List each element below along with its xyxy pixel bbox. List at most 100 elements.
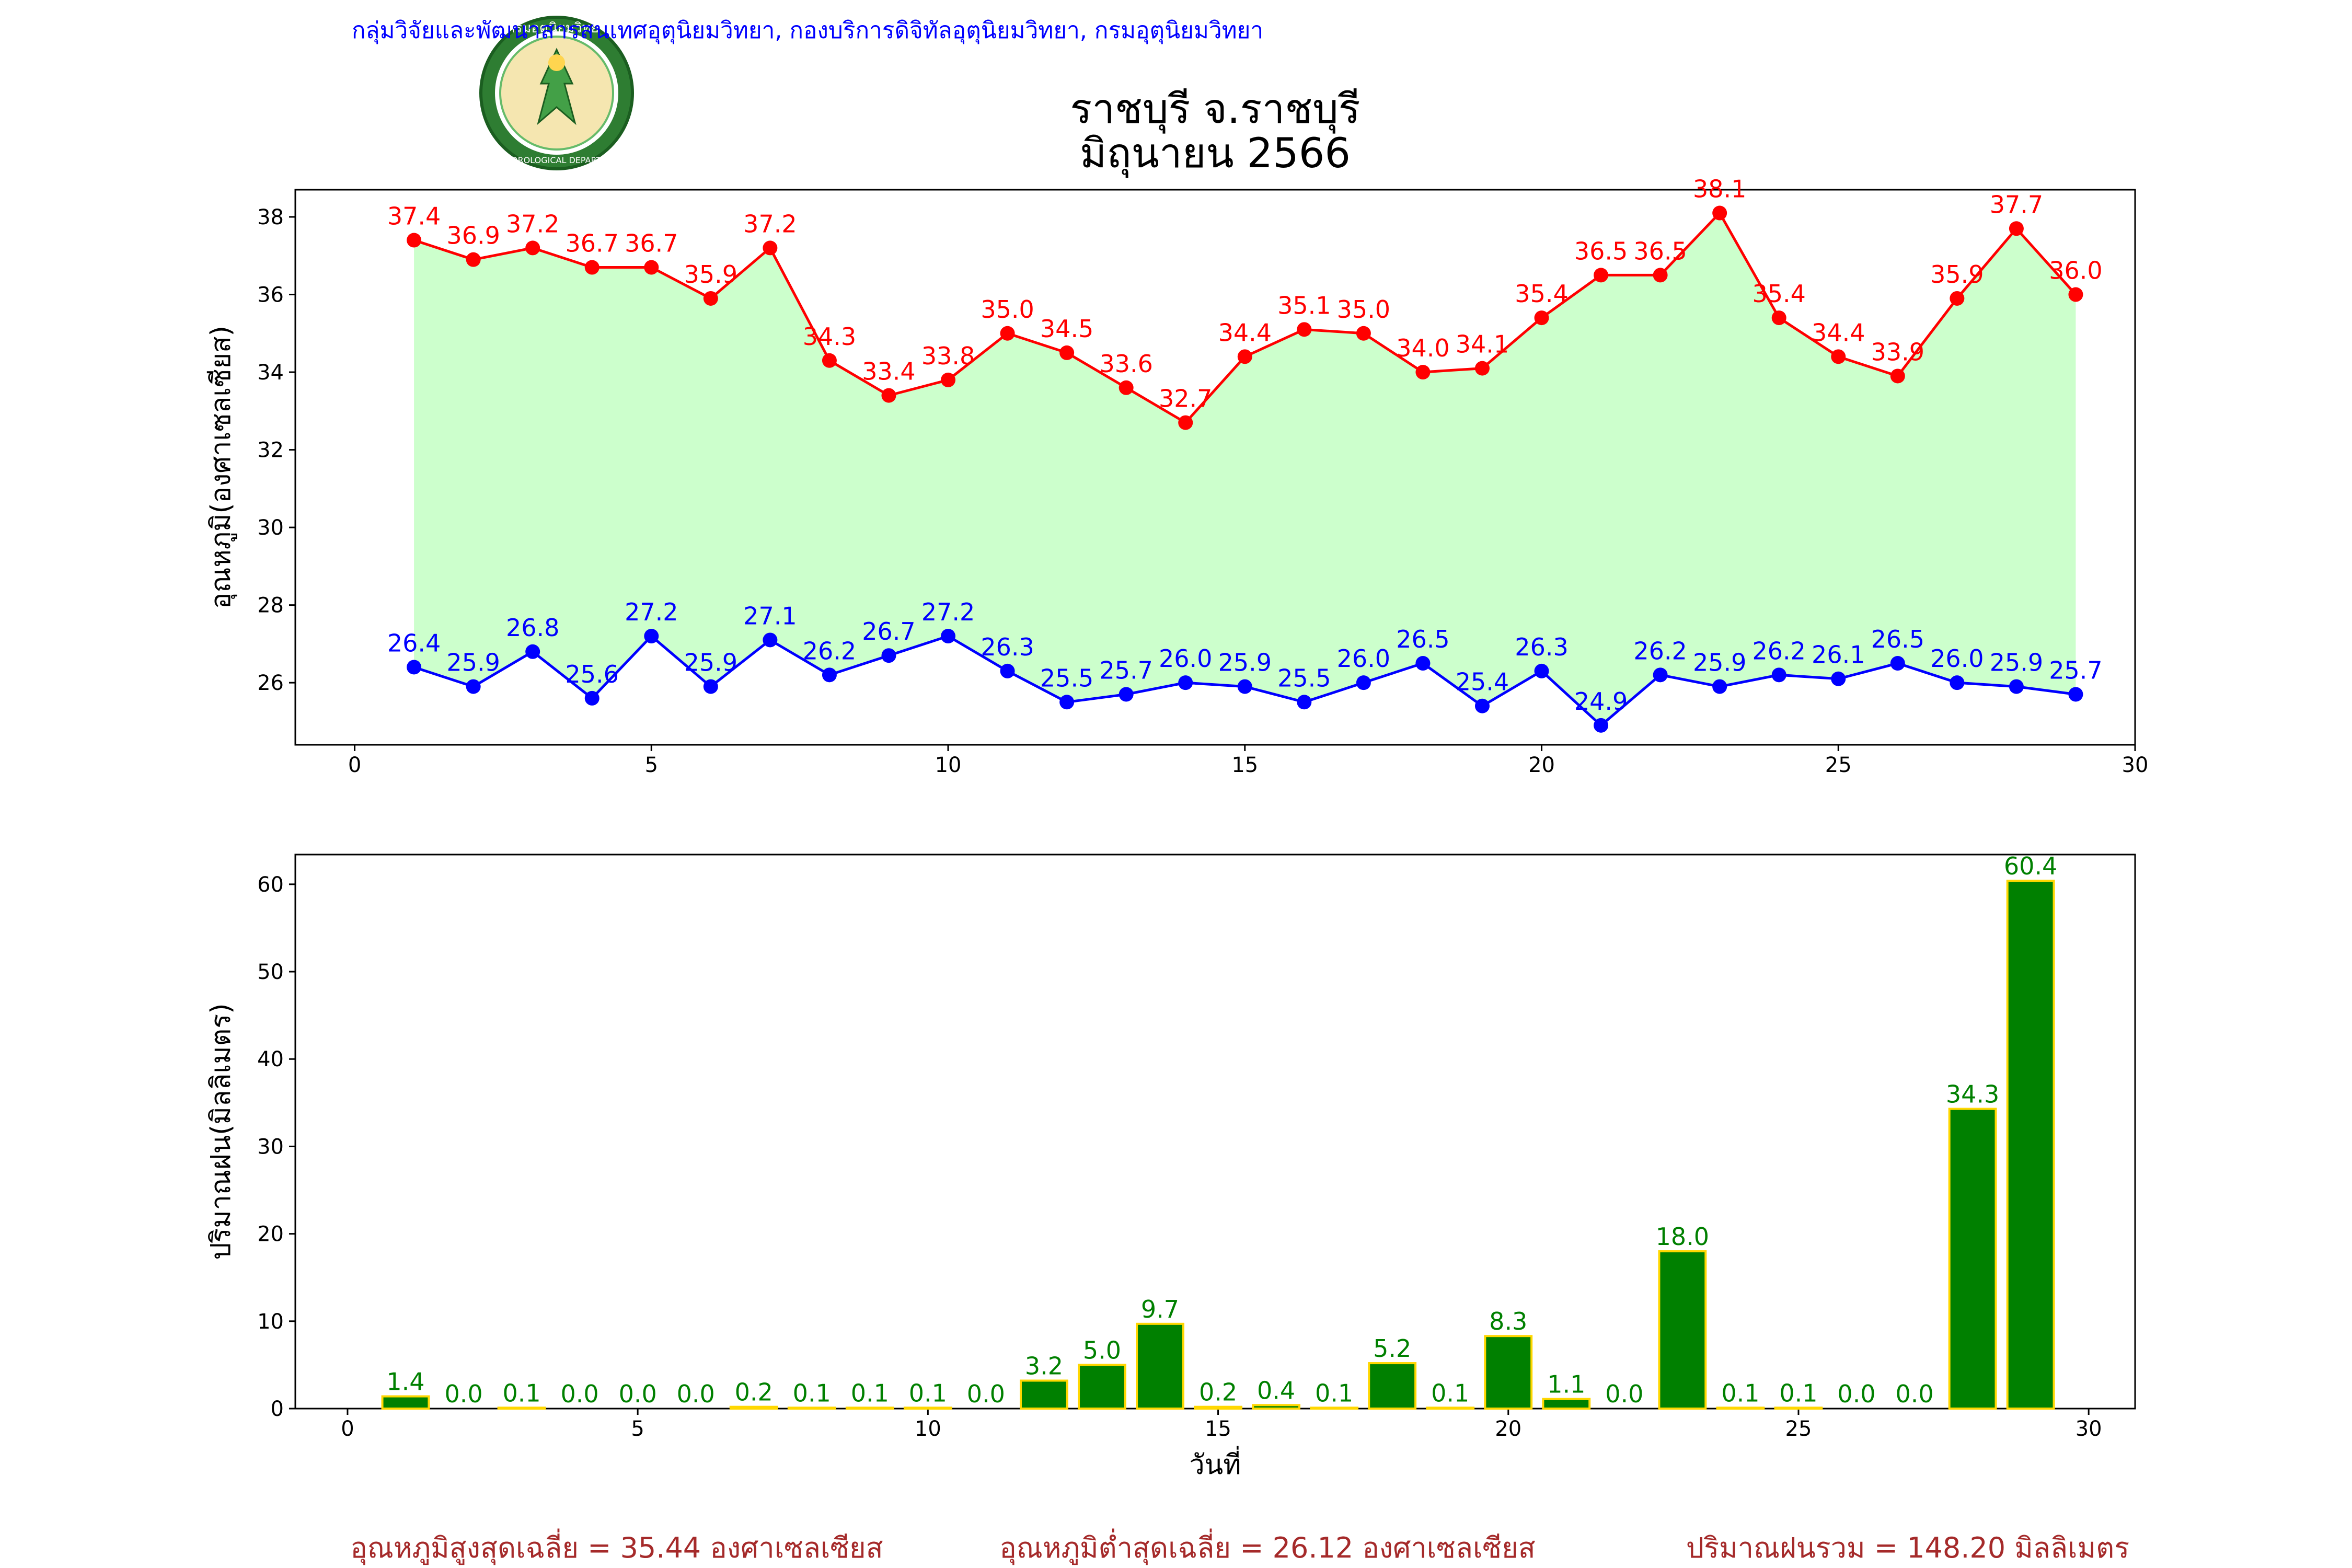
min-temperature-label: 25.9: [684, 649, 737, 677]
min-temperature-point: [1297, 695, 1312, 710]
temp-ytick-label: 28: [257, 594, 284, 618]
max-temperature-label: 34.0: [1396, 334, 1449, 362]
min-temperature-label: 26.5: [1871, 625, 1924, 653]
rain-bar: [1136, 1322, 1184, 1410]
rain-xlabel: วันที่: [1189, 1446, 1241, 1481]
rain-xtick-label: 5: [631, 1417, 644, 1441]
logo-text: กรมอุตุนิยมวิทยา: [506, 20, 606, 36]
max-temperature-label: 37.2: [506, 210, 559, 238]
rain-bar-label: 0.1: [1431, 1379, 1469, 1407]
footer-avg-min: อุณหภูมิต่ำสุดเฉลี่ย = 26.12 องศาเซลเซีย…: [999, 1528, 1535, 1565]
min-temperature-label: 26.8: [506, 614, 559, 642]
max-temperature-point: [466, 252, 481, 267]
min-temperature-point: [881, 648, 896, 663]
max-temperature-point: [2068, 287, 2083, 302]
min-temperature-point: [1890, 656, 1905, 671]
footer-rain-total: ปริมาณฝนรวม = 148.20 มิลลิเมตร: [1686, 1531, 2129, 1564]
max-temperature-point: [1474, 361, 1490, 376]
rain-bar-label: 60.4: [2004, 852, 2057, 880]
max-temperature-label: 36.5: [1633, 237, 1687, 265]
max-temperature-point: [1059, 345, 1075, 360]
temp-ytick-label: 32: [257, 439, 284, 463]
max-temperature-label: 36.0: [2049, 257, 2102, 285]
min-temperature-point: [1474, 698, 1490, 713]
max-temperature-label: 33.8: [921, 342, 975, 370]
min-temperature-label: 25.9: [1218, 649, 1272, 677]
max-temperature-point: [763, 240, 778, 256]
min-temperature-label: 25.9: [446, 649, 500, 677]
max-temperature-label: 32.7: [1159, 385, 1212, 413]
min-temperature-point: [407, 660, 422, 675]
min-temperature-point: [584, 690, 599, 706]
max-temperature-point: [1653, 268, 1668, 283]
min-temperature-point: [1594, 718, 1609, 733]
min-temperature-point: [1415, 656, 1431, 671]
rain-bar: [787, 1406, 836, 1410]
max-temperature-point: [1415, 365, 1431, 380]
min-temperature-label: 26.0: [1337, 644, 1390, 673]
min-temperature-label: 27.2: [921, 598, 975, 626]
chart-title-month: มิถุนายน 2566: [1080, 130, 1351, 178]
max-temperature-point: [1297, 322, 1312, 337]
min-temperature-point: [1534, 663, 1549, 678]
rain-ytick-label: 0: [271, 1397, 284, 1421]
rain-bar: [381, 1395, 430, 1410]
rain-bar-label: 0.0: [1605, 1380, 1643, 1408]
min-temperature-point: [525, 644, 540, 659]
min-temperature-point: [2068, 687, 2083, 702]
rain-xtick-label: 25: [1785, 1417, 1812, 1441]
temp-ytick-label: 34: [257, 361, 284, 385]
max-temperature-point: [1356, 326, 1371, 341]
temp-xtick-label: 10: [935, 753, 962, 777]
rain-bar-label: 0.0: [561, 1380, 599, 1408]
min-temperature-point: [1059, 695, 1075, 710]
min-temperature-label: 26.4: [387, 629, 441, 657]
max-temperature-point: [1831, 349, 1846, 364]
max-temperature-point: [1000, 326, 1015, 341]
min-temperature-label: 26.2: [1752, 637, 1805, 665]
temp-ytick-label: 30: [257, 516, 284, 540]
rain-bar: [1426, 1406, 1475, 1410]
rain-bar-label: 0.1: [1779, 1379, 1817, 1407]
rain-ytick-label: 50: [257, 960, 284, 984]
temperature-chart: 0 5 10 15 20 25 30 26 28 30 32 34 36 38 อุณหภูมิ(องศาเ…: [205, 175, 2148, 777]
rain-frame: [294, 854, 2136, 1410]
max-temperature-point: [1712, 205, 1727, 221]
rain-ytick-label: 10: [257, 1310, 284, 1334]
max-temperature-point: [881, 388, 896, 403]
max-temperature-label: 34.4: [1218, 318, 1272, 347]
max-temperature-point: [941, 372, 956, 387]
max-temperature-label: 35.0: [1337, 295, 1390, 324]
rain-bar: [1252, 1404, 1301, 1410]
rain-bar-label: 0.1: [793, 1379, 831, 1407]
min-temperature-point: [1653, 667, 1668, 683]
rain-bar: [729, 1405, 778, 1410]
rain-xtick-label: 15: [1205, 1417, 1231, 1441]
rain-bar: [2006, 880, 2055, 1410]
rain-ytick-label: 40: [257, 1047, 284, 1071]
rain-bar: [1542, 1398, 1591, 1410]
rain-xtick-label: 30: [2076, 1417, 2102, 1441]
max-temperature-point: [525, 240, 540, 256]
min-temperature-point: [644, 629, 659, 644]
rain-bar-label: 18.0: [1656, 1223, 1709, 1251]
rain-ylabel: ปริมาณฝน(มิลลิเมตร): [205, 1003, 237, 1260]
rain-bar-label: 8.3: [1489, 1307, 1527, 1335]
min-temperature-point: [703, 679, 718, 694]
meteorological-department-logo: กรมอุตุนิยมวิทยา METEOROLOGICAL DEPARTME…: [479, 16, 634, 170]
rain-bar-label: 0.0: [1895, 1380, 1933, 1408]
min-temperature-point: [1119, 687, 1134, 702]
rain-bar-label: 5.2: [1373, 1334, 1411, 1363]
max-temperature-point: [1178, 415, 1193, 430]
rain-bar-label: 0.0: [1837, 1380, 1875, 1408]
rain-bar: [1484, 1335, 1533, 1410]
max-temperature-label: 34.3: [803, 322, 856, 351]
rain-bar-label: 0.1: [851, 1379, 889, 1407]
temp-frame: [294, 189, 2136, 746]
min-temperature-label: 25.7: [2049, 656, 2102, 684]
max-temperature-label: 36.7: [566, 229, 619, 258]
rain-bar-label: 0.0: [677, 1380, 715, 1408]
min-temperature-point: [763, 632, 778, 648]
rain-bar: [1716, 1406, 1765, 1410]
